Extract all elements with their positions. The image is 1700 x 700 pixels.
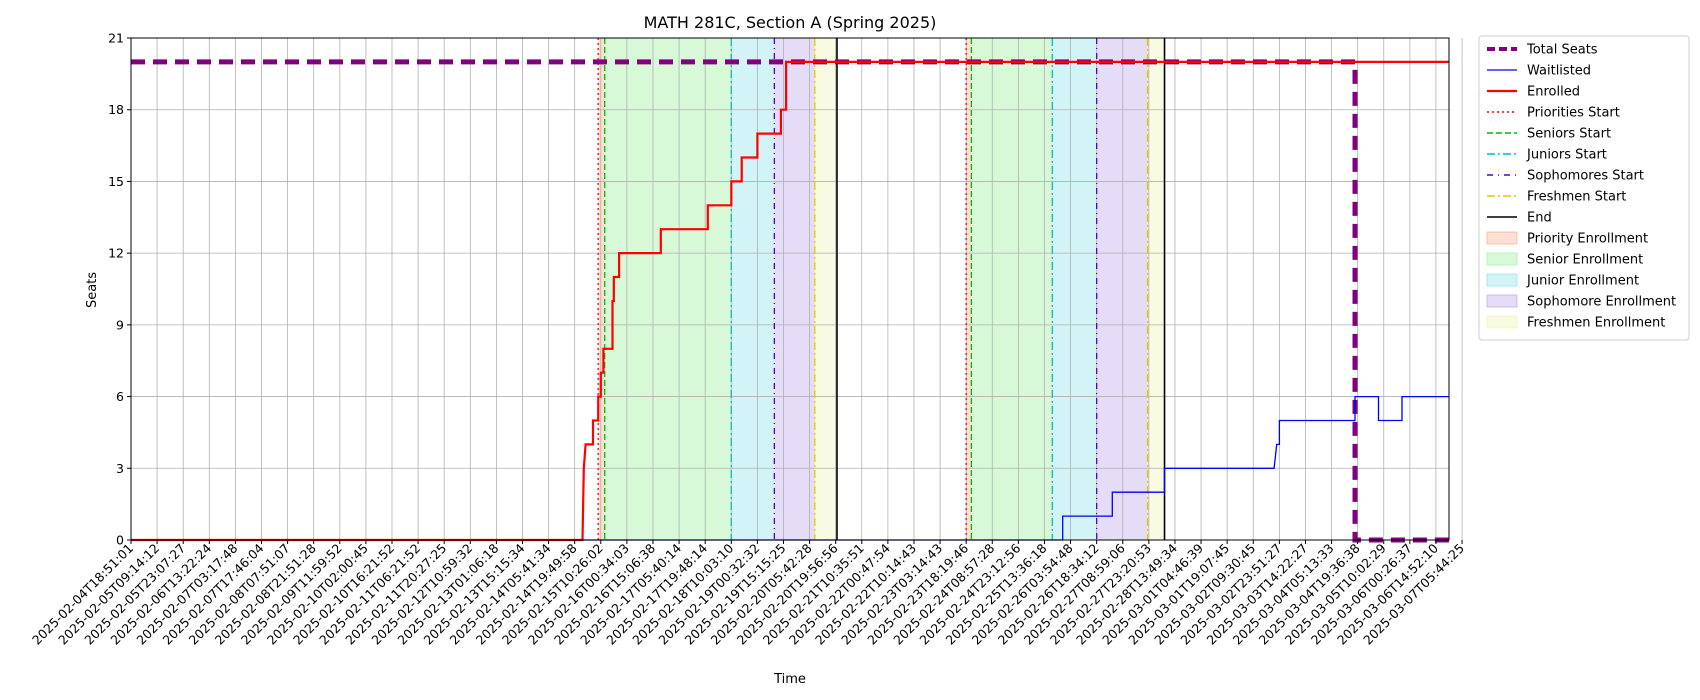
chart-title: MATH 281C, Section A (Spring 2025) (644, 13, 937, 32)
series-enrolled (131, 60, 1449, 542)
y-tick-label-3: 9 (116, 317, 124, 332)
legend-swatch-12 (1486, 294, 1518, 308)
legend-label-9: Priority Enrollment (1527, 232, 1648, 247)
y-tick-label-0: 0 (116, 533, 124, 548)
legend-swatch-13 (1486, 315, 1518, 329)
legend-box (1478, 35, 1690, 341)
legend-label-5: Juniors Start (1526, 148, 1607, 163)
legend-label-6: Sophomores Start (1527, 169, 1644, 184)
shaded-regions (598, 38, 1165, 540)
legend-label-7: Freshmen Start (1527, 190, 1626, 205)
legend-label-0: Total Seats (1526, 43, 1598, 58)
y-tick-label-2: 6 (116, 389, 124, 404)
legend-label-10: Senior Enrollment (1527, 253, 1643, 268)
legend-label-1: Waitlisted (1527, 64, 1591, 79)
shaded-region-0 (598, 38, 605, 540)
shaded-region-6 (971, 38, 1053, 540)
shaded-region-5 (966, 38, 972, 540)
legend-label-13: Freshmen Enrollment (1527, 316, 1665, 331)
legend-label-4: Seniors Start (1527, 127, 1611, 142)
legend-label-11: Junior Enrollment (1526, 274, 1639, 289)
y-tick-label-4: 12 (108, 246, 124, 261)
x-ticks: 2025-02-04T18:51:012025-02-05T09:14:1220… (29, 540, 1467, 648)
shaded-region-4 (814, 38, 837, 540)
y-tick-label-7: 21 (108, 31, 124, 46)
shaded-region-7 (1052, 38, 1097, 540)
phase-lines (597, 38, 1166, 540)
shaded-region-9 (1147, 38, 1165, 540)
y-tick-label-5: 15 (108, 174, 124, 189)
grid (130, 37, 1463, 541)
y-axis-label: Seats (85, 272, 100, 308)
y-tick-label-6: 18 (108, 102, 124, 117)
legend-swatch-9 (1486, 231, 1518, 245)
series-waitlisted (131, 395, 1449, 541)
plot-frame (130, 37, 1450, 541)
shaded-region-2 (731, 38, 775, 540)
legend-swatch-11 (1486, 273, 1518, 287)
legend-label-8: End (1527, 211, 1552, 226)
shaded-region-8 (1096, 38, 1148, 540)
shaded-region-1 (604, 38, 732, 540)
x-axis-label: Time (773, 672, 806, 687)
y-ticks: 0 3 6 9 12 15 18 21 (108, 31, 131, 548)
legend-label-3: Priorities Start (1527, 106, 1620, 121)
legend-swatch-10 (1486, 252, 1518, 266)
legend-label-12: Sophomore Enrollment (1527, 295, 1676, 310)
legend: Total Seats Waitlisted Enrolled Priorities … (1478, 35, 1690, 341)
y-tick-label-1: 3 (116, 461, 124, 476)
legend-label-2: Enrolled (1527, 85, 1580, 100)
